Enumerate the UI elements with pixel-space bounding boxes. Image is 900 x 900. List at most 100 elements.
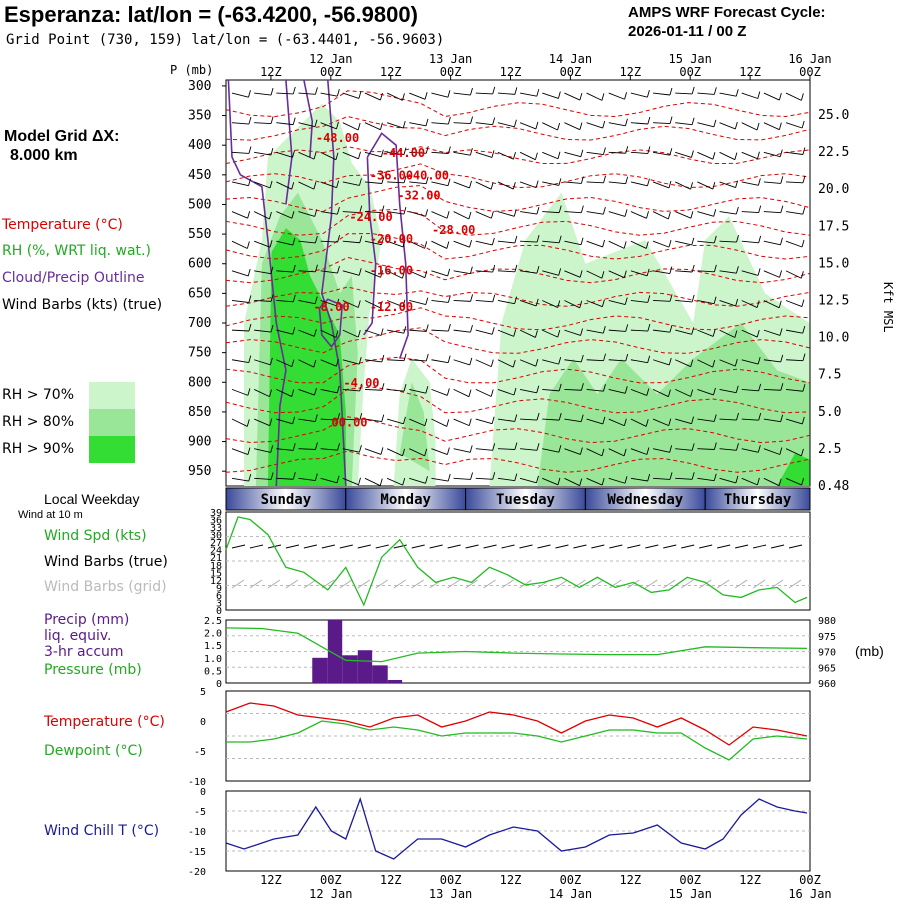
weekday-thursday: Thursday xyxy=(724,492,792,508)
wind-barb xyxy=(453,448,471,453)
wind-chill-panel: 0 -5 -10 -15 -20 xyxy=(188,787,811,878)
wind-barb-flag xyxy=(646,268,650,276)
pressure-line xyxy=(225,627,808,663)
date-label-bottom: 16 Jan xyxy=(788,887,831,900)
time-label-top: 00Z xyxy=(560,65,582,79)
wind-barb xyxy=(475,122,493,126)
wind-barb-flag xyxy=(359,412,363,421)
wind-barb xyxy=(675,240,692,246)
wind-barb xyxy=(231,359,249,364)
wind-barb xyxy=(276,211,293,219)
wind-barb-flag xyxy=(402,477,406,486)
wind-barb xyxy=(431,211,448,219)
wind-barb xyxy=(475,151,493,158)
windchill-label: Wind Chill T (°C) xyxy=(44,823,160,839)
surface-barb-true xyxy=(465,544,479,549)
wind-barb-flag xyxy=(536,412,540,421)
wind-barb xyxy=(298,151,315,160)
wind-barb xyxy=(453,329,471,333)
wind-barb xyxy=(342,211,360,214)
wind-barb-flag xyxy=(492,294,496,302)
wind-barb xyxy=(741,122,758,131)
wind-barb-flag xyxy=(492,264,496,273)
wind-barb-flag xyxy=(579,300,583,308)
temp-contour-label: -20.00 xyxy=(370,232,413,246)
precip-bar xyxy=(372,665,388,683)
wind-barb xyxy=(675,418,692,425)
surface-barb-true xyxy=(501,544,515,549)
wind-barb xyxy=(364,359,382,363)
temp-tick-label: -10 xyxy=(188,777,206,788)
wind-barb-flag xyxy=(623,418,627,426)
wind-barb xyxy=(675,122,693,126)
rh80-area xyxy=(399,382,430,472)
temp-contour xyxy=(225,146,811,165)
wind-barb xyxy=(298,388,315,396)
wind-barb-flag xyxy=(337,234,341,243)
p-tick-label: 700 xyxy=(188,316,211,331)
pressure-tick-label: 965 xyxy=(818,663,836,674)
wind-barb xyxy=(231,477,249,482)
wind-barb-flag xyxy=(447,268,451,277)
temp-contour xyxy=(225,327,811,354)
surface-barb-true xyxy=(249,544,264,549)
wind-barb xyxy=(475,448,493,451)
wind-barb-flag xyxy=(624,476,628,484)
cloud-outline xyxy=(366,132,409,359)
wind-barb-flag xyxy=(802,207,806,215)
wind-barb xyxy=(630,240,647,249)
wind-barb-flag xyxy=(314,209,318,217)
wind-barb-flag xyxy=(248,295,252,303)
wind-barb-flag xyxy=(269,357,273,365)
wind-barb xyxy=(741,92,758,99)
temp-contour-label: -48.00 xyxy=(316,131,359,145)
wspd-tick-label: 9 xyxy=(216,583,222,594)
wind-barb-flag xyxy=(270,266,274,274)
barbs-true-label: Wind Barbs (true) xyxy=(44,554,168,570)
forecast-cycle: AMPS WRF Forecast Cycle: 2026-01-11 / 00… xyxy=(628,3,826,41)
wind-barb-flag xyxy=(647,355,651,363)
wind-barb xyxy=(520,92,537,97)
wind-barb-flag xyxy=(535,359,539,367)
wind-barb-flag xyxy=(712,329,716,337)
time-label-bottom: 12Z xyxy=(739,873,761,887)
temp-contour-label: -16.00 xyxy=(370,263,413,277)
wind-barb xyxy=(453,270,471,275)
wind-barb-flag xyxy=(468,211,472,220)
wind-barb-flag xyxy=(713,473,717,481)
time-label-top: 00Z xyxy=(440,65,462,79)
wind-barb xyxy=(386,418,404,425)
wind-barb-flag xyxy=(291,359,295,367)
wind-barb xyxy=(763,240,781,246)
wind-barb-flag xyxy=(514,264,518,272)
wind-barb xyxy=(741,240,759,244)
wind-barb xyxy=(276,270,294,273)
wind-barb xyxy=(519,329,536,338)
wind-barb-flag xyxy=(336,385,340,393)
chill-tick-label: -5 xyxy=(194,807,206,818)
wind-barb-flag xyxy=(625,353,629,362)
wind-barb-flag xyxy=(780,205,784,213)
date-label-bottom: 15 Jan xyxy=(669,887,712,900)
rh90-area xyxy=(267,228,346,486)
wind-barb-flag xyxy=(359,383,363,392)
wind-barb-flag xyxy=(291,182,295,190)
wind-barb xyxy=(785,151,803,155)
wind-barb xyxy=(475,211,492,219)
wind-barb xyxy=(519,181,537,189)
wind-barb xyxy=(364,270,381,278)
wind-barb xyxy=(564,359,582,363)
wind-barb-flag xyxy=(602,416,606,425)
date-label-bottom: 13 Jan xyxy=(429,887,472,900)
wind-barb-flag xyxy=(802,384,806,392)
wind-barb xyxy=(431,388,448,396)
wind-barb xyxy=(697,448,715,450)
wind-barb-flag xyxy=(292,327,296,335)
wind-barb xyxy=(675,359,691,368)
wind-barb-flag xyxy=(270,324,274,333)
wind-barb-flag xyxy=(470,294,474,302)
wind-barb-flag xyxy=(292,117,296,125)
wind-barb xyxy=(675,211,692,219)
wind-barb xyxy=(364,181,382,184)
